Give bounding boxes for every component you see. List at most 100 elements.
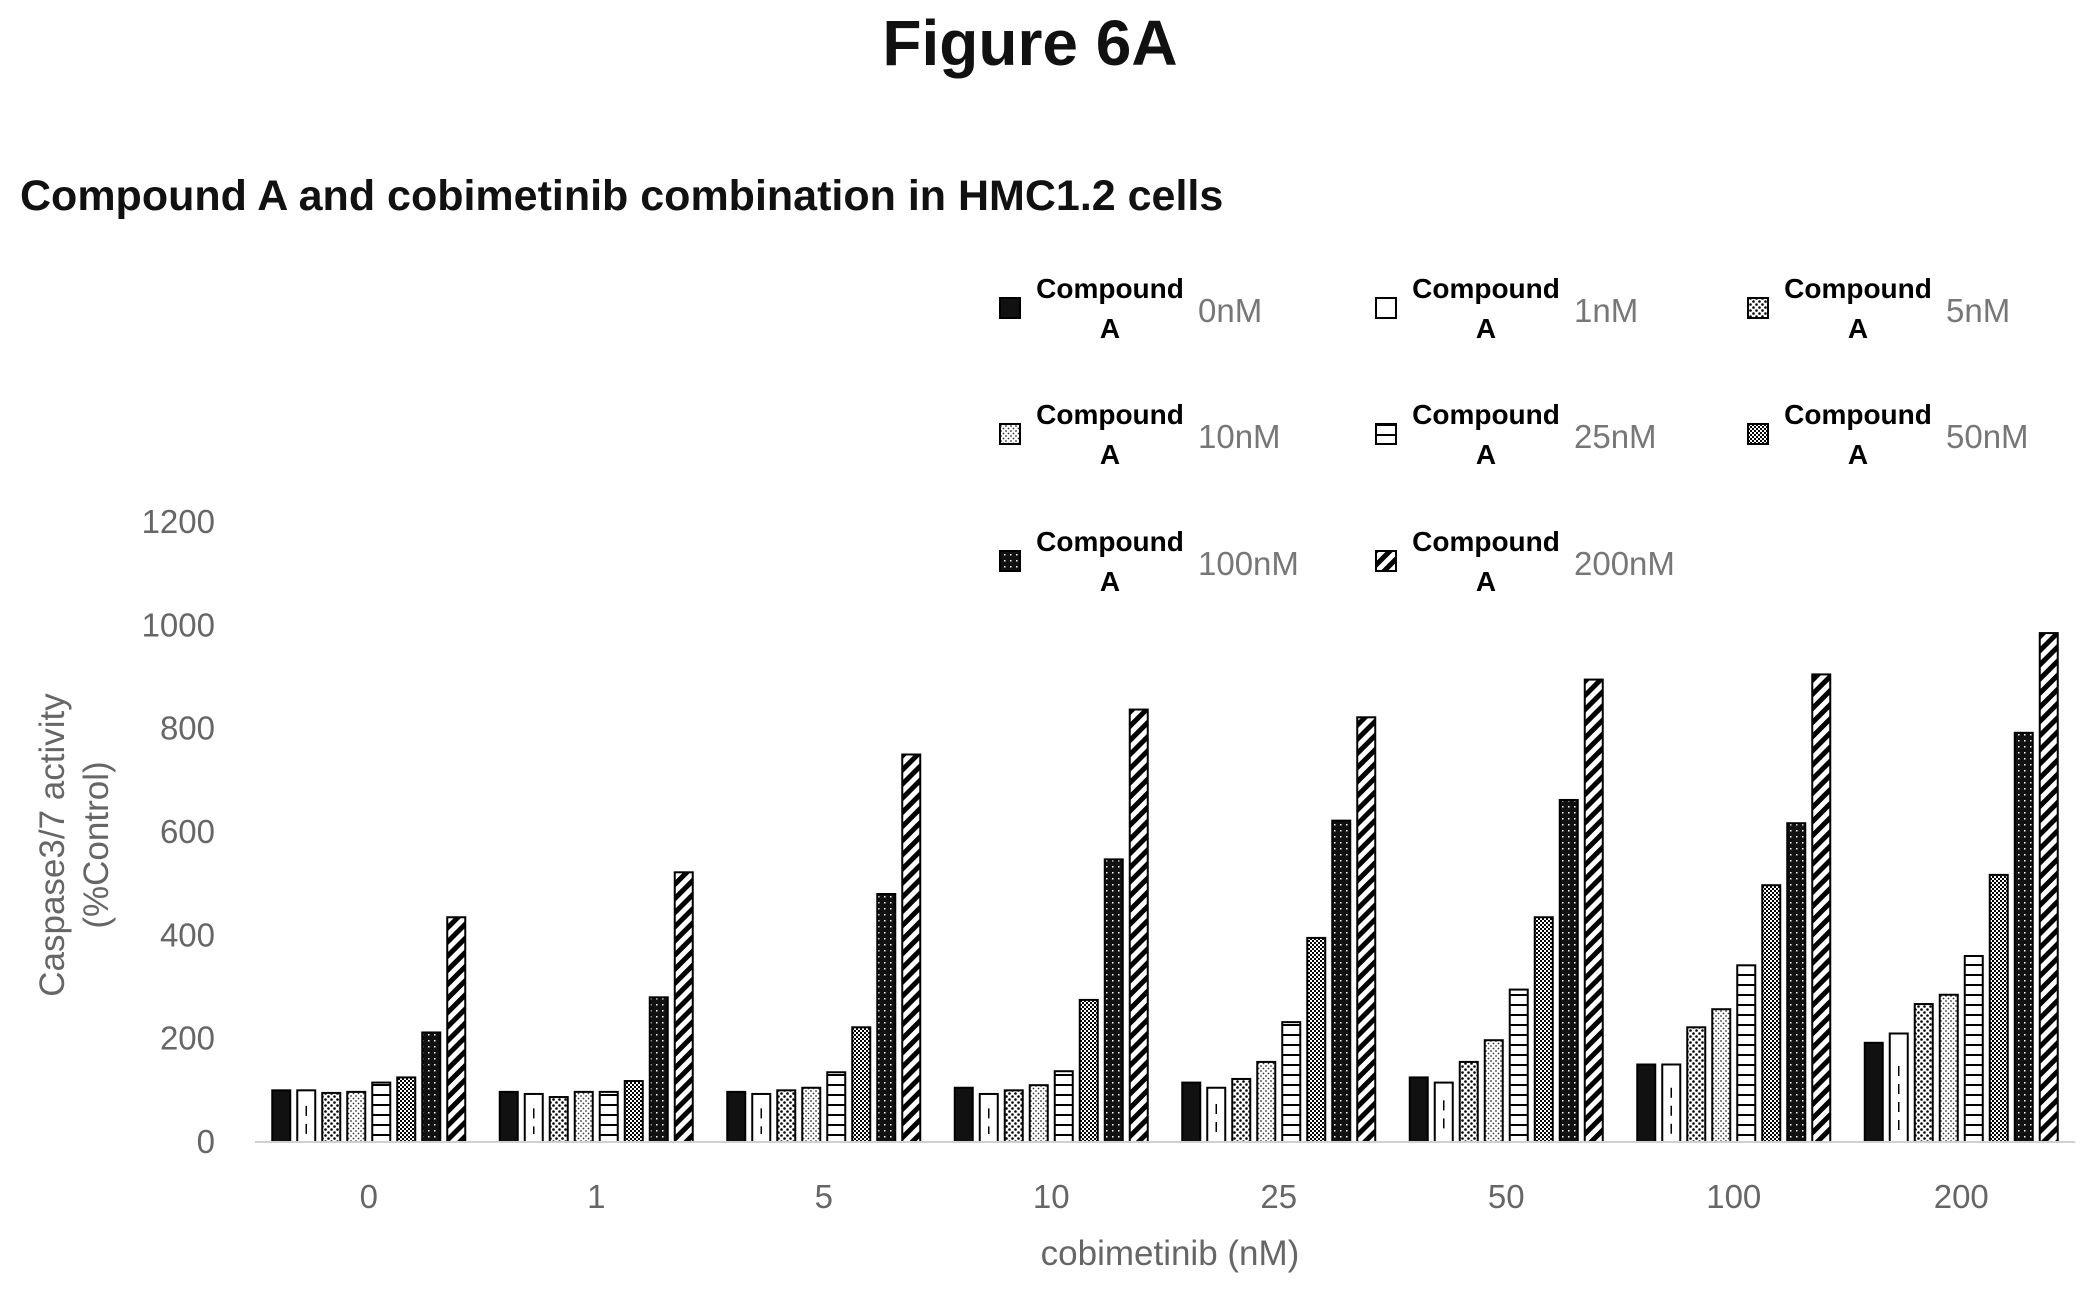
bar-10nM-cob-50 xyxy=(1483,1039,1504,1144)
y-tick-label: 200 xyxy=(160,1020,215,1057)
x-axis: 0 1 5 10 25 50 100 200 xyxy=(255,1141,2075,1215)
bar-10nM-cob-200 xyxy=(1938,993,1959,1143)
y-tick-label: 0 xyxy=(197,1123,215,1160)
bar-25nM-cob-25 xyxy=(1281,1021,1302,1144)
x-tick-label: 10 xyxy=(1033,1178,1070,1215)
legend-series-name-cont: A xyxy=(1100,313,1120,344)
bar-50nM-cob-200 xyxy=(1988,873,2009,1144)
bar-0nM-cob-5 xyxy=(726,1090,747,1143)
legend-swatch xyxy=(999,297,1021,319)
bar-5nM-cob-0 xyxy=(321,1091,342,1143)
bar-200nM-cob-200 xyxy=(2038,632,2059,1143)
legend-concentration: 50nM xyxy=(1946,418,2029,455)
legend-series-name: Compound xyxy=(1036,399,1184,430)
x-tick-label: 25 xyxy=(1260,1178,1297,1215)
legend-item-0nM: Compound A 0nM xyxy=(999,273,1262,344)
bar-50nM-cob-5 xyxy=(851,1026,872,1144)
legend-concentration: 25nM xyxy=(1574,418,1657,455)
bar-200nM-cob-25 xyxy=(1356,716,1377,1143)
bar-5nM-cob-200 xyxy=(1913,1003,1934,1143)
legend-series-name: Compound xyxy=(1036,273,1184,304)
legend-series-name-cont: A xyxy=(1848,313,1868,344)
legend-swatch xyxy=(1375,297,1397,319)
bar-25nM-cob-10 xyxy=(1053,1070,1074,1144)
bar-5nM-cob-10 xyxy=(1003,1089,1024,1144)
x-tick-label: 100 xyxy=(1706,1178,1761,1215)
legend-series-name-cont: A xyxy=(1476,439,1496,470)
bar-25nM-cob-200 xyxy=(1963,955,1984,1143)
bar-200nM-cob-10 xyxy=(1128,708,1149,1143)
legend-swatch xyxy=(999,423,1021,445)
legend-concentration: 1nM xyxy=(1574,292,1638,329)
bar-100nM-cob-25 xyxy=(1331,819,1352,1144)
bar-25nM-cob-50 xyxy=(1508,988,1529,1143)
legend-swatch xyxy=(999,550,1021,572)
bar-0nM-cob-100 xyxy=(1636,1063,1657,1143)
bar-100nM-cob-1 xyxy=(648,996,669,1143)
bars xyxy=(271,632,2059,1144)
bar-25nM-cob-0 xyxy=(371,1081,392,1144)
bar-0nM-cob-50 xyxy=(1408,1076,1429,1143)
legend-series-name: Compound xyxy=(1412,273,1560,304)
legend-swatch xyxy=(1375,423,1397,445)
bar-100nM-cob-100 xyxy=(1786,822,1807,1143)
legend-item-200nM: Compound A 200nM xyxy=(1375,526,1675,597)
bar-50nM-cob-1 xyxy=(623,1080,644,1143)
bar-200nM-cob-0 xyxy=(446,916,467,1143)
bar-0nM-cob-200 xyxy=(1863,1041,1884,1144)
bar-10nM-cob-5 xyxy=(801,1086,822,1143)
bar-0nM-cob-1 xyxy=(498,1090,519,1143)
bar-0nM-cob-25 xyxy=(1181,1081,1202,1144)
bar-10nM-cob-10 xyxy=(1028,1084,1049,1143)
bar-10nM-cob-1 xyxy=(573,1090,594,1143)
bar-100nM-cob-5 xyxy=(876,893,897,1143)
legend-series-name-cont: A xyxy=(1848,439,1868,470)
x-tick-label: 50 xyxy=(1488,1178,1525,1215)
bar-25nM-cob-5 xyxy=(826,1071,847,1143)
legend-series-name: Compound xyxy=(1036,526,1184,557)
bar-50nM-cob-25 xyxy=(1306,936,1327,1144)
legend-swatch xyxy=(1747,423,1769,445)
bar-200nM-cob-50 xyxy=(1583,678,1604,1143)
bar-50nM-cob-50 xyxy=(1533,916,1554,1143)
legend-series-name-cont: A xyxy=(1476,313,1496,344)
bar-50nM-cob-100 xyxy=(1761,884,1782,1143)
y-tick-label: 600 xyxy=(160,813,215,850)
legend-series-name-cont: A xyxy=(1100,566,1120,597)
bar-5nM-cob-5 xyxy=(776,1089,797,1144)
bar-1nM-cob-0 xyxy=(296,1089,317,1144)
y-tick-label: 800 xyxy=(160,710,215,747)
bar-100nM-cob-50 xyxy=(1558,798,1579,1143)
bar-10nM-cob-25 xyxy=(1256,1060,1277,1143)
x-tick-label: 0 xyxy=(360,1178,378,1215)
legend-item-100nM: Compound A 100nM xyxy=(999,526,1299,597)
bar-5nM-cob-25 xyxy=(1231,1077,1252,1144)
figure-title: Figure 6A xyxy=(882,7,1177,79)
bar-200nM-cob-5 xyxy=(901,753,922,1143)
legend-series-name: Compound xyxy=(1784,273,1932,304)
bar-25nM-cob-1 xyxy=(598,1090,619,1143)
bar-10nM-cob-100 xyxy=(1711,1008,1732,1144)
x-tick-label: 1 xyxy=(587,1178,605,1215)
legend-concentration: 10nM xyxy=(1198,418,1281,455)
bar-50nM-cob-10 xyxy=(1078,998,1099,1144)
y-axis-label-line1: Caspase3/7 activity xyxy=(33,693,72,997)
bar-5nM-cob-100 xyxy=(1686,1026,1707,1144)
bar-1nM-cob-50 xyxy=(1433,1081,1454,1144)
bar-50nM-cob-0 xyxy=(396,1076,417,1143)
bar-100nM-cob-200 xyxy=(2013,731,2034,1143)
y-tick-label: 400 xyxy=(160,916,215,953)
y-axis: 0 200 400 600 800 1000 1200 xyxy=(142,503,215,1160)
bar-200nM-cob-1 xyxy=(673,871,694,1143)
y-tick-label: 1000 xyxy=(142,606,215,643)
legend-item-25nM: Compound A 25nM xyxy=(1375,399,1657,470)
legend-item-1nM: Compound A 1nM xyxy=(1375,273,1638,344)
bar-0nM-cob-10 xyxy=(953,1086,974,1143)
legend-series-name: Compound xyxy=(1412,399,1560,430)
legend-concentration: 0nM xyxy=(1198,292,1262,329)
legend-concentration: 200nM xyxy=(1574,545,1675,582)
legend-series-name-cont: A xyxy=(1100,439,1120,470)
legend-series-name: Compound xyxy=(1784,399,1932,430)
